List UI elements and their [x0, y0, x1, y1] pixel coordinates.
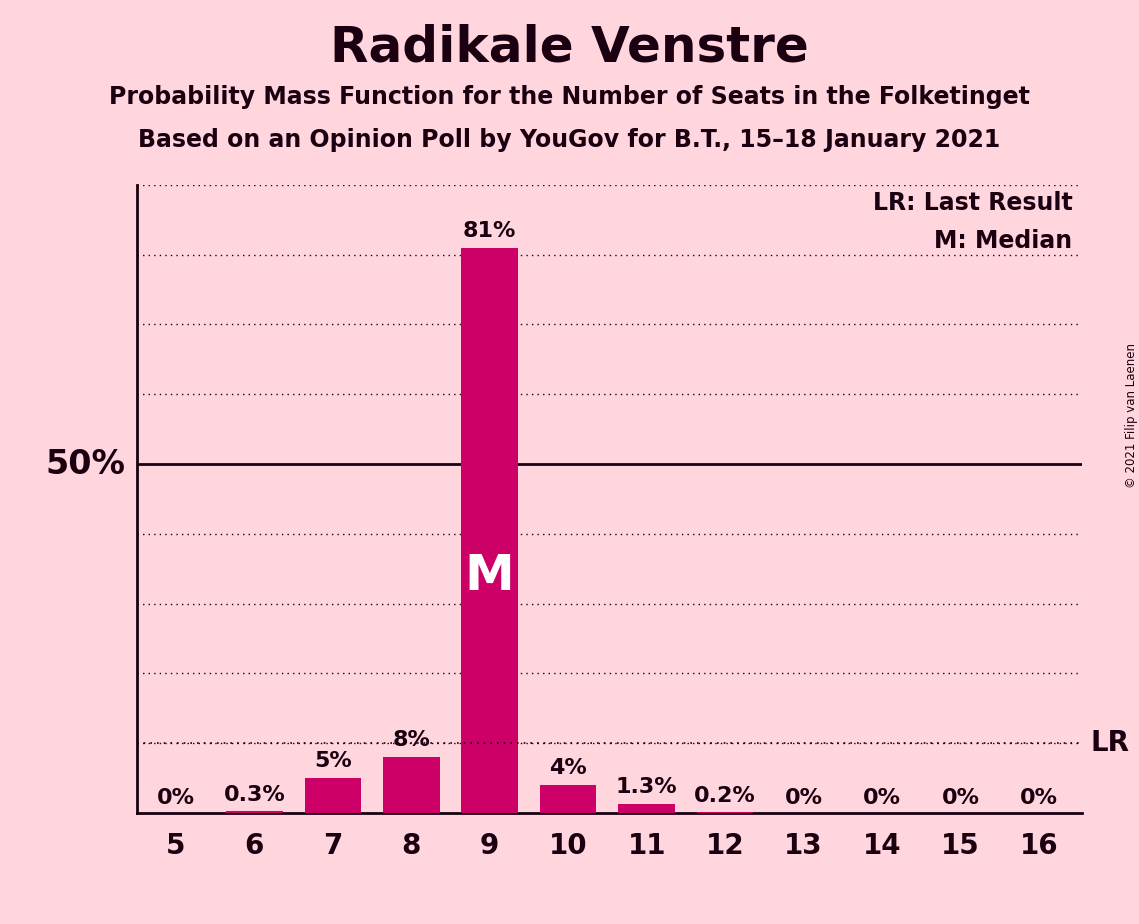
Bar — [697, 811, 753, 813]
Text: 0%: 0% — [942, 787, 980, 808]
Text: 8%: 8% — [392, 730, 431, 750]
Text: M: Median: M: Median — [934, 229, 1073, 253]
Text: M: M — [465, 552, 515, 600]
Text: LR: LR — [1090, 729, 1130, 758]
Text: 0%: 0% — [785, 787, 822, 808]
Text: 0%: 0% — [1019, 787, 1058, 808]
Text: Based on an Opinion Poll by YouGov for B.T., 15–18 January 2021: Based on an Opinion Poll by YouGov for B… — [138, 128, 1001, 152]
Bar — [304, 778, 361, 813]
Text: Probability Mass Function for the Number of Seats in the Folketinget: Probability Mass Function for the Number… — [109, 85, 1030, 109]
Bar — [618, 804, 675, 813]
Text: 0%: 0% — [157, 787, 195, 808]
Text: Radikale Venstre: Radikale Venstre — [330, 23, 809, 71]
Text: © 2021 Filip van Laenen: © 2021 Filip van Laenen — [1124, 344, 1138, 488]
Text: 1.3%: 1.3% — [616, 777, 678, 797]
Text: 81%: 81% — [464, 221, 516, 240]
Text: 4%: 4% — [549, 759, 587, 778]
Text: 5%: 5% — [314, 751, 352, 772]
Bar — [461, 248, 518, 813]
Bar — [540, 785, 597, 813]
Bar — [227, 811, 282, 813]
Bar — [383, 758, 440, 813]
Text: LR: Last Result: LR: Last Result — [872, 191, 1073, 215]
Text: 0%: 0% — [863, 787, 901, 808]
Text: 0.3%: 0.3% — [223, 785, 285, 806]
Text: 50%: 50% — [46, 447, 125, 480]
Text: 0.2%: 0.2% — [694, 786, 756, 806]
